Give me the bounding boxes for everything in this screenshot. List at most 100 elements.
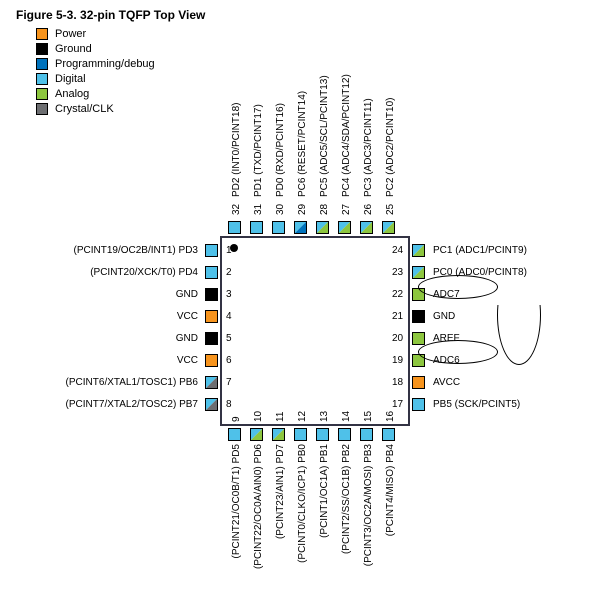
legend-label: Ground xyxy=(55,43,92,55)
pin-label: AVCC xyxy=(433,377,460,388)
pin-number: 9 xyxy=(231,416,242,422)
pin-pad xyxy=(382,428,395,441)
legend-row-ground: Ground xyxy=(36,43,155,55)
pin-pad xyxy=(316,428,329,441)
pin-label: GND xyxy=(433,311,455,322)
pin-number: 5 xyxy=(226,333,232,344)
pin-number: 8 xyxy=(226,399,232,410)
legend: Power Ground Programming/debug Digital Analo… xyxy=(36,28,155,118)
pin-pad xyxy=(412,398,425,411)
pin-label: GND xyxy=(22,333,198,344)
pin-pad xyxy=(205,266,218,279)
pin-label: VCC xyxy=(22,355,198,366)
pin-pad xyxy=(294,428,307,441)
pin-label: (PCINT2/SS/OC1B) PB2 xyxy=(341,444,352,589)
legend-label: Analog xyxy=(55,88,89,100)
legend-row-program: Programming/debug xyxy=(36,58,155,70)
pin-pad xyxy=(272,428,285,441)
pin-pad xyxy=(228,221,241,234)
pin-pad xyxy=(316,221,329,234)
pin-number: 21 xyxy=(392,311,403,322)
pin-pad xyxy=(250,221,263,234)
pin-label: PB5 (SCK/PCINT5) xyxy=(433,399,520,410)
pin-number: 18 xyxy=(392,377,403,388)
pin-number: 12 xyxy=(297,411,308,422)
pin-label: (PCINT22/OC0A/AIN0) PD6 xyxy=(253,444,264,589)
pin-label: (PCINT0/CLKO/ICP1) PB0 xyxy=(297,444,308,589)
legend-row-power: Power xyxy=(36,28,155,40)
figure-title: Figure 5-3. 32-pin TQFP Top View xyxy=(16,8,205,22)
pin-label: (PCINT4/MISO) PB4 xyxy=(385,444,396,589)
pin-pad xyxy=(412,376,425,389)
pin-pad xyxy=(412,244,425,257)
legend-label: Digital xyxy=(55,73,86,85)
pin-pad xyxy=(205,376,218,389)
pin-number: 28 xyxy=(319,204,330,215)
pin-pad xyxy=(205,310,218,323)
pin-label: PC1 (ADC1/PCINT9) xyxy=(433,245,527,256)
annotation-circle-adc6 xyxy=(418,340,498,364)
pin-number: 13 xyxy=(319,411,330,422)
pin-pad xyxy=(205,398,218,411)
pin-label: (PCINT6/XTAL1/TOSC1) PB6 xyxy=(22,377,198,388)
pin-number: 32 xyxy=(231,204,242,215)
legend-swatch xyxy=(36,28,48,40)
pin-number: 31 xyxy=(253,204,264,215)
pin-pad xyxy=(360,428,373,441)
pin-number: 22 xyxy=(392,289,403,300)
pin-label: PD0 (RXD/PCINT16) xyxy=(275,103,286,197)
pin-pad xyxy=(228,428,241,441)
pin-number: 3 xyxy=(226,289,232,300)
pin-pad xyxy=(205,244,218,257)
pin-pad xyxy=(205,332,218,345)
pin-label: VCC xyxy=(22,311,198,322)
pin-label: GND xyxy=(22,289,198,300)
chip-body xyxy=(220,236,410,426)
pin-number: 16 xyxy=(385,411,396,422)
pin-number: 7 xyxy=(226,377,232,388)
pin-number: 1 xyxy=(226,245,232,256)
pin-number: 25 xyxy=(385,204,396,215)
legend-swatch xyxy=(36,88,48,100)
legend-swatch xyxy=(36,103,48,115)
pin-number: 26 xyxy=(363,204,374,215)
pin-number: 24 xyxy=(392,245,403,256)
pin-label: PC2 (ADC2/PCINT10) xyxy=(385,98,396,197)
pin-label: (PCINT3/OC2A/MOSI) PB3 xyxy=(363,444,374,589)
pin-number: 10 xyxy=(253,411,264,422)
pin-label: (PCINT7/XTAL2/TOSC2) PB7 xyxy=(22,399,198,410)
pin-label: PC3 (ADC3/PCINT11) xyxy=(363,98,374,197)
pin-number: 20 xyxy=(392,333,403,344)
legend-label: Crystal/CLK xyxy=(55,103,114,115)
pin-pad xyxy=(338,428,351,441)
pin-number: 2 xyxy=(226,267,232,278)
pin-pad xyxy=(205,354,218,367)
pin-pad xyxy=(272,221,285,234)
pin-label: (PCINT1/OC1A) PB1 xyxy=(319,444,330,589)
pin-number: 4 xyxy=(226,311,232,322)
legend-swatch xyxy=(36,43,48,55)
legend-label: Programming/debug xyxy=(55,58,155,70)
pin-number: 17 xyxy=(392,399,403,410)
pin-label: PC5 (ADC5/SCL/PCINT13) xyxy=(319,75,330,197)
pin-label: (PCINT23/AIN1) PD7 xyxy=(275,444,286,589)
pin-number: 27 xyxy=(341,204,352,215)
pin-label: PD2 (INT0/PCINT18) xyxy=(231,103,242,197)
pin-number: 11 xyxy=(275,412,286,422)
legend-swatch xyxy=(36,58,48,70)
pin-pad xyxy=(412,332,425,345)
legend-row-digital: Digital xyxy=(36,73,155,85)
pin-pad xyxy=(338,221,351,234)
legend-swatch xyxy=(36,73,48,85)
pin-number: 14 xyxy=(341,411,352,422)
legend-row-analog: Analog xyxy=(36,88,155,100)
pin-label: PD1 (TXD/PCINT17) xyxy=(253,104,264,197)
pin-number: 6 xyxy=(226,355,232,366)
pin-pad xyxy=(382,221,395,234)
pin-pad xyxy=(412,310,425,323)
pin-number: 19 xyxy=(392,355,403,366)
pin-number: 15 xyxy=(363,411,374,422)
pin-pad xyxy=(250,428,263,441)
pin-number: 30 xyxy=(275,204,286,215)
legend-row-crystal: Crystal/CLK xyxy=(36,103,155,115)
